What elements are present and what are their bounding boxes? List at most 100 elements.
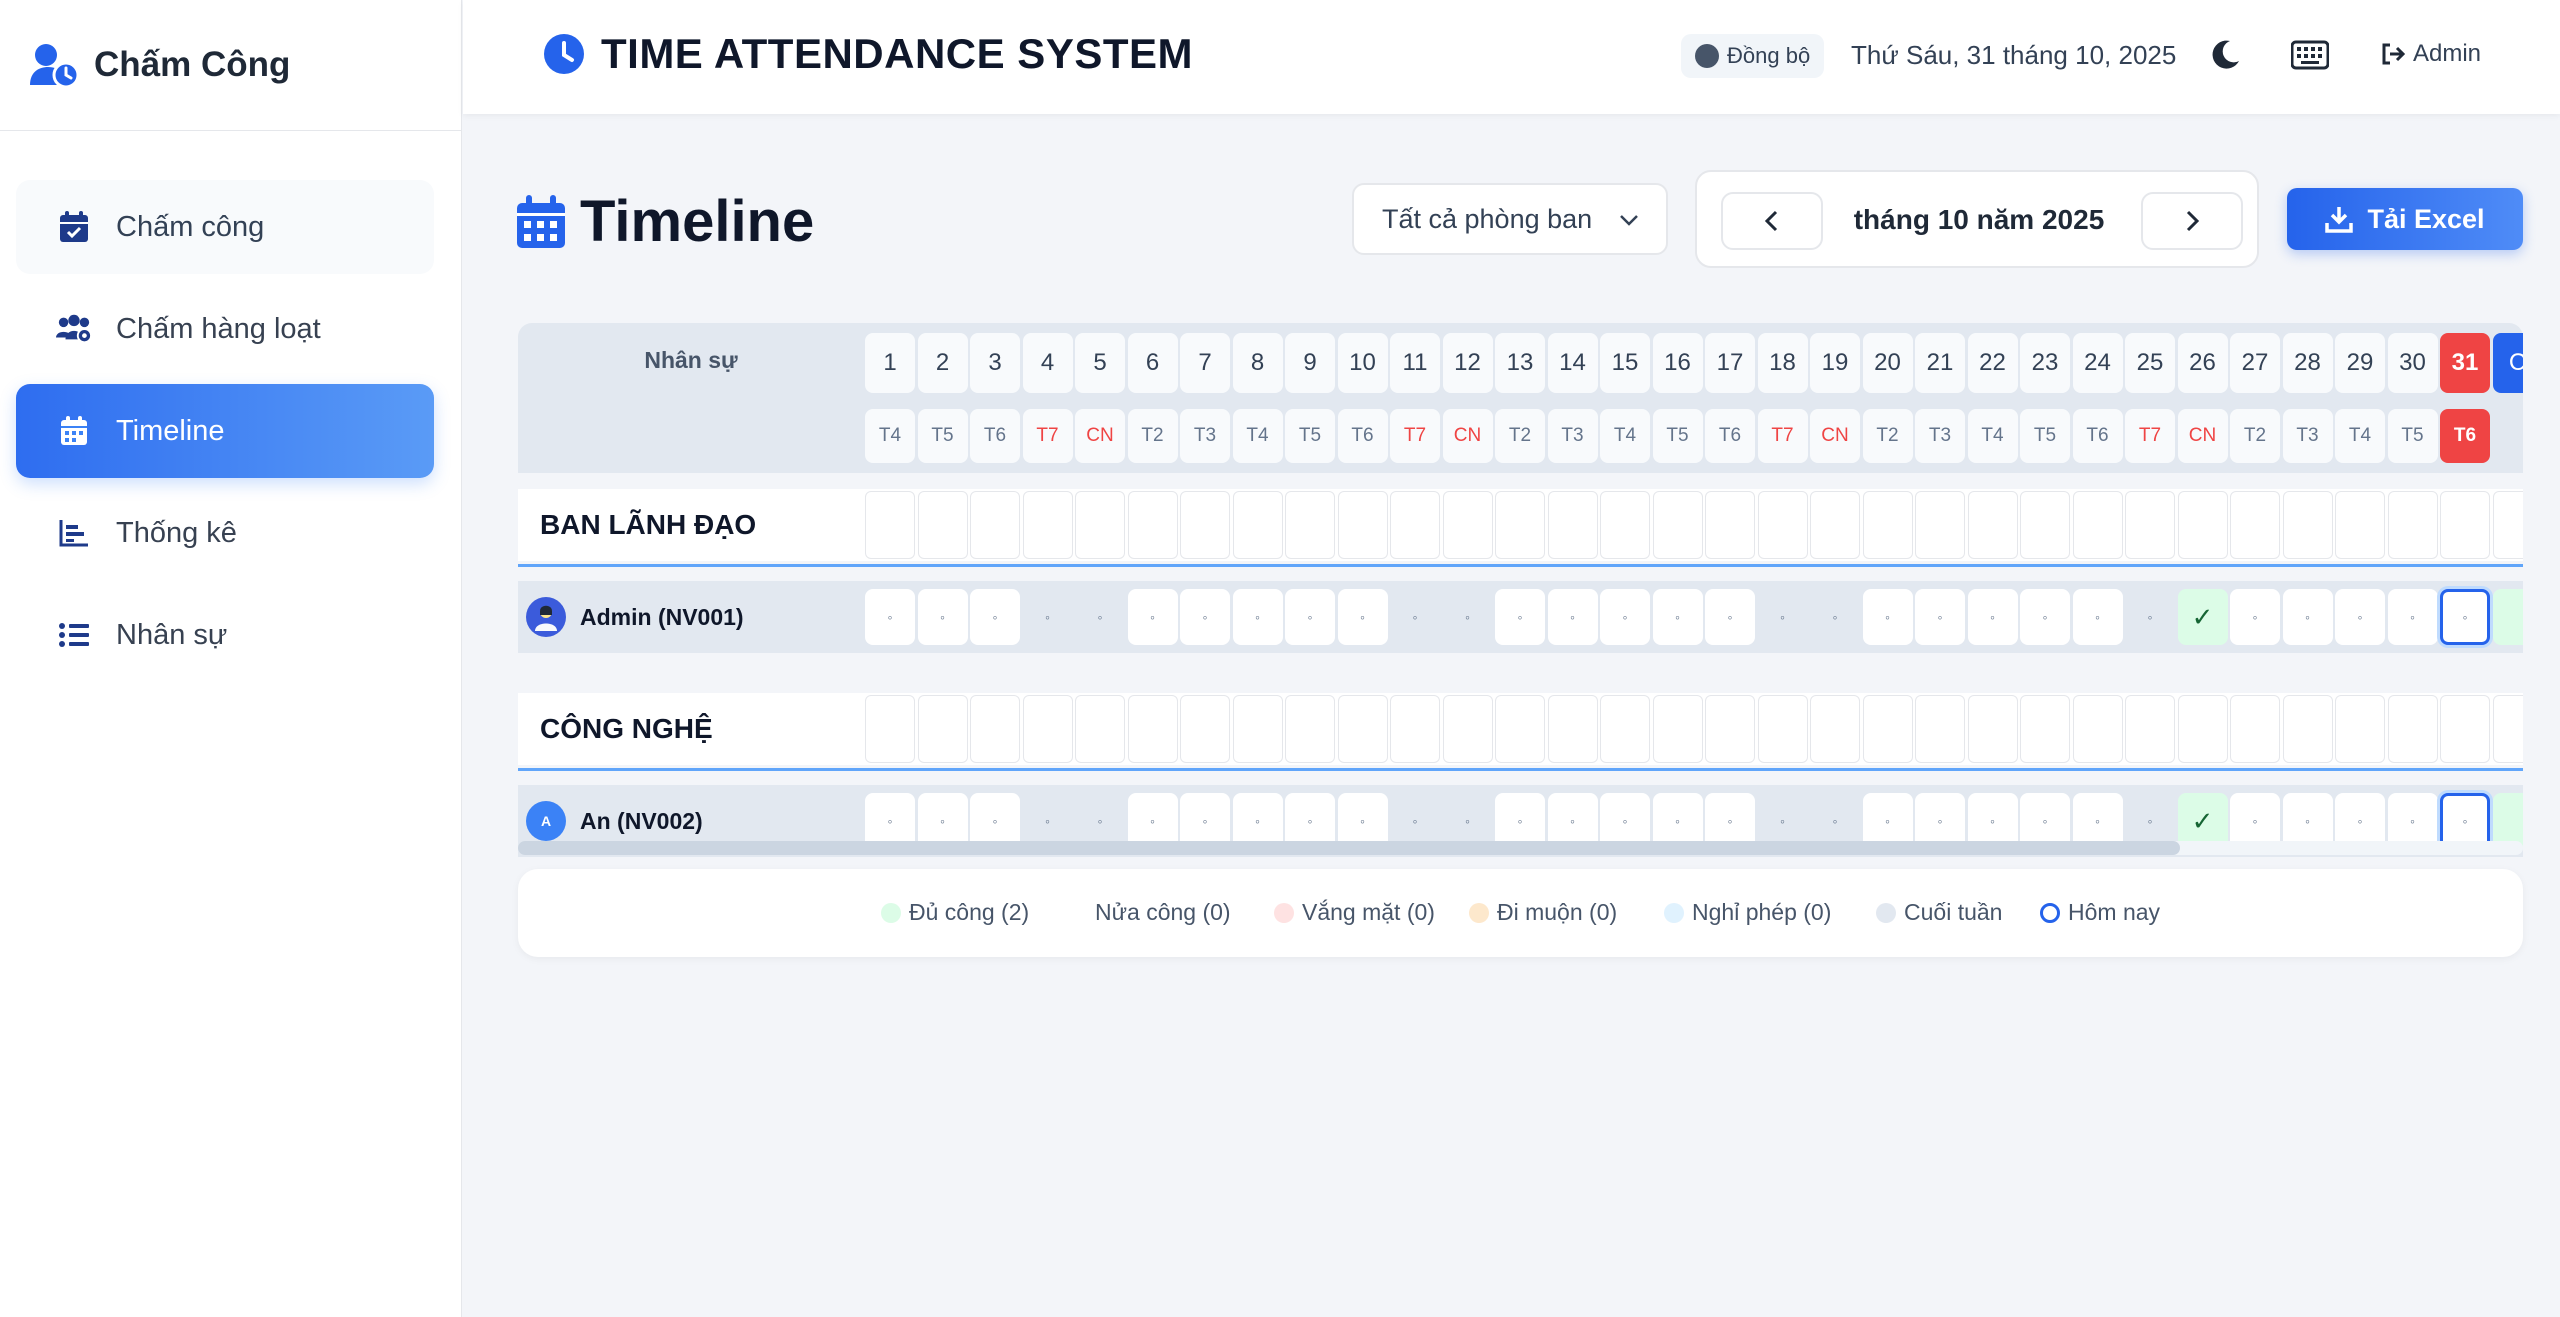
day-weekday: T7 <box>2125 409 2175 463</box>
day-weekday: T7 <box>1390 409 1440 463</box>
attendance-cell[interactable] <box>2492 793 2523 849</box>
attendance-cell[interactable]: ◦ <box>2020 589 2070 645</box>
day-number: 28 <box>2282 333 2333 393</box>
attendance-cell[interactable]: ◦ <box>2282 589 2333 645</box>
department-day-cell <box>2335 491 2385 559</box>
export-excel-button[interactable]: Tải Excel <box>2287 188 2523 250</box>
attendance-cell[interactable]: ◦ <box>1180 589 1230 645</box>
day-number: 2 <box>917 333 968 393</box>
day-number: 11 <box>1390 333 1440 393</box>
attendance-cell[interactable]: ◦ <box>2387 793 2438 849</box>
attendance-cell[interactable]: ◦ <box>1337 589 1388 645</box>
attendance-cell[interactable]: ◦ <box>1097 813 1103 829</box>
attendance-cell[interactable]: ◦ <box>1967 589 2018 645</box>
attendance-cell[interactable]: ◦ <box>1465 609 1470 625</box>
attendance-cell[interactable]: ◦ <box>2335 793 2385 849</box>
attendance-cell[interactable]: ◦ <box>1652 589 1703 645</box>
attendance-cell[interactable]: ◦ <box>1495 589 1545 645</box>
attendance-cell[interactable]: ◦ <box>2072 589 2123 645</box>
attendance-cell[interactable]: ◦ <box>1127 589 1178 645</box>
prev-month-button[interactable] <box>1721 192 1823 250</box>
attendance-cell[interactable]: ◦ <box>1097 609 1103 625</box>
attendance-cell[interactable]: ◦ <box>1915 793 1965 849</box>
attendance-cell[interactable]: ◦ <box>1862 793 1913 849</box>
attendance-cell[interactable]: ◦ <box>865 793 915 849</box>
sidebar-item-thong-ke[interactable]: Thống kê <box>16 486 434 580</box>
attendance-cell[interactable]: ◦ <box>1045 813 1050 829</box>
next-month-button[interactable] <box>2141 192 2243 250</box>
attendance-cell[interactable]: ◦ <box>1180 793 1230 849</box>
brand[interactable]: Chấm Công <box>0 0 461 131</box>
moon-icon[interactable] <box>2208 38 2242 72</box>
attendance-cell[interactable]: ◦ <box>1547 793 1598 849</box>
department-day-cell <box>1810 491 1860 559</box>
attendance-cell[interactable]: ◦ <box>1285 793 1335 849</box>
attendance-cell[interactable]: ◦ <box>1337 793 1388 849</box>
attendance-cell[interactable]: ◦ <box>2230 793 2280 849</box>
employee-info[interactable]: Admin (NV001) <box>518 581 864 653</box>
attendance-cell[interactable]: ◦ <box>970 793 1020 849</box>
attendance-cell[interactable]: ◦ <box>2282 793 2333 849</box>
employee-info[interactable]: A An (NV002) <box>518 785 864 857</box>
attendance-cell[interactable]: ◦ <box>1832 609 1838 625</box>
sidebar-item-cham-cong[interactable]: Chấm công <box>16 180 434 274</box>
attendance-cell[interactable]: ◦ <box>2020 793 2070 849</box>
attendance-cell[interactable]: ◦ <box>2230 589 2280 645</box>
scrollbar-thumb[interactable] <box>518 841 2180 855</box>
attendance-cell[interactable]: ◦ <box>2440 589 2490 645</box>
attendance-cell[interactable]: ◦ <box>1600 793 1650 849</box>
day-weekday: T2 <box>1862 409 1913 463</box>
attendance-cell[interactable] <box>2492 589 2523 645</box>
day-weekday: T3 <box>1547 409 1598 463</box>
attendance-cell[interactable]: ◦ <box>917 589 968 645</box>
day-weekday: T3 <box>2282 409 2333 463</box>
attendance-cell[interactable]: ◦ <box>1780 813 1785 829</box>
user-menu[interactable]: Admin <box>2381 40 2481 68</box>
attendance-cell[interactable]: ◦ <box>1412 813 1418 829</box>
attendance-cell[interactable]: ◦ <box>970 589 1020 645</box>
sidebar-item-cham-hang-loat[interactable]: Chấm hàng loạt <box>16 282 434 376</box>
attendance-cell[interactable]: ◦ <box>1045 609 1050 625</box>
department-day-cell <box>1285 491 1335 559</box>
keyboard-icon[interactable] <box>2291 40 2329 70</box>
attendance-cell[interactable]: ◦ <box>1652 793 1703 849</box>
legend-item: Nửa công (0) <box>1095 899 1231 926</box>
attendance-cell[interactable]: ✓ <box>2177 793 2228 849</box>
attendance-cell[interactable]: ◦ <box>2387 589 2438 645</box>
attendance-cell[interactable]: ◦ <box>1915 589 1965 645</box>
attendance-cell[interactable]: ◦ <box>2335 589 2385 645</box>
attendance-cell[interactable]: ◦ <box>1600 589 1650 645</box>
horizontal-scrollbar[interactable] <box>518 841 2523 855</box>
attendance-cell[interactable]: ✓ <box>2177 589 2228 645</box>
attendance-cell[interactable]: ◦ <box>1705 793 1755 849</box>
department-day-cell <box>1180 695 1230 763</box>
department-day-cell <box>1127 695 1178 763</box>
attendance-cell[interactable]: ◦ <box>1412 609 1418 625</box>
attendance-cell[interactable]: ◦ <box>1967 793 2018 849</box>
attendance-cell[interactable]: ◦ <box>1127 793 1178 849</box>
sidebar-item-timeline[interactable]: Timeline <box>16 384 434 478</box>
attendance-cell[interactable]: ◦ <box>1780 609 1785 625</box>
attendance-cell[interactable]: ◦ <box>1232 793 1283 849</box>
attendance-cell[interactable]: ◦ <box>1232 589 1283 645</box>
timeline-grid: Nhân sự 1 T4 2 T5 3 T6 4 T7 5 CN 6 T2 7 T3 8 T4 9 T5 10 T6 1… <box>518 323 2523 857</box>
attendance-cell[interactable]: ◦ <box>1862 589 1913 645</box>
attendance-cell[interactable]: ◦ <box>1285 589 1335 645</box>
day-weekday: T5 <box>917 409 968 463</box>
attendance-cell[interactable]: ◦ <box>2147 813 2153 829</box>
attendance-cell[interactable]: ◦ <box>1495 793 1545 849</box>
attendance-cell[interactable]: ◦ <box>917 793 968 849</box>
chevron-left-icon <box>1764 210 1778 232</box>
attendance-cell[interactable]: ◦ <box>1465 813 1470 829</box>
sidebar-item-label: Thống kê <box>116 516 237 549</box>
attendance-cell[interactable]: ◦ <box>2147 609 2153 625</box>
sync-button[interactable]: Đồng bộ <box>1681 34 1825 78</box>
attendance-cell[interactable]: ◦ <box>2072 793 2123 849</box>
department-select[interactable]: Tất cả phòng ban <box>1352 183 1668 255</box>
attendance-cell[interactable]: ◦ <box>1547 589 1598 645</box>
sidebar-item-nhan-su[interactable]: Nhân sự <box>16 588 434 682</box>
attendance-cell[interactable]: ◦ <box>1705 589 1755 645</box>
attendance-cell[interactable]: ◦ <box>865 589 915 645</box>
attendance-cell[interactable]: ◦ <box>1832 813 1838 829</box>
department-day-cell <box>1810 695 1860 763</box>
